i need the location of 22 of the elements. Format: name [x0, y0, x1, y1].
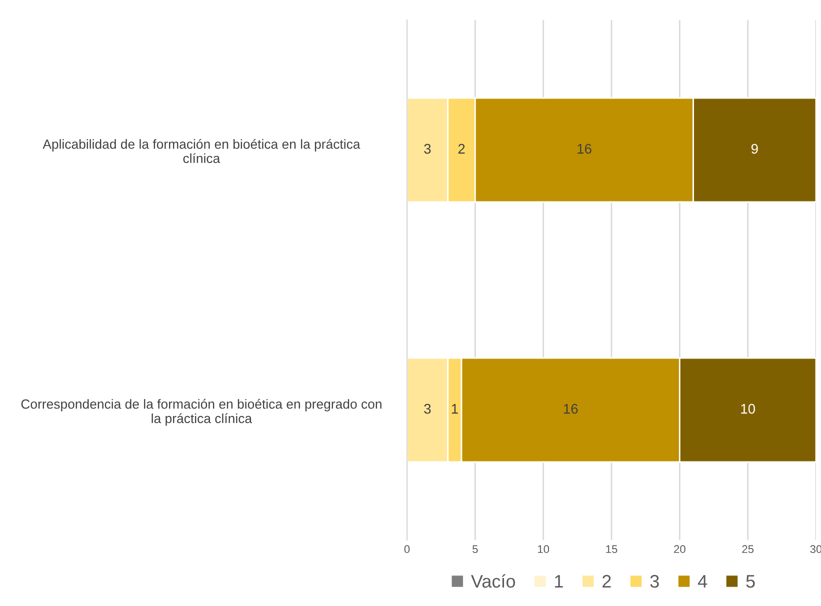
legend-label: Vacío — [471, 574, 516, 588]
legend-label: 3 — [650, 574, 659, 588]
legend-label: 1 — [555, 575, 563, 588]
y-tick-label: Correspondencia de la formación en bioética en pregrado con la práctica clínica — [21, 398, 382, 426]
x-tick-label: 10 — [538, 545, 550, 554]
x-tick-label: 5 — [472, 545, 478, 554]
data-label: 1 — [452, 404, 458, 414]
data-label: 10 — [741, 404, 756, 414]
y-tick-label: Aplicabilidad de la formación en bioética en la práctica clínica — [42, 138, 360, 164]
data-label: 3 — [424, 404, 431, 414]
data-label: 3 — [424, 144, 431, 154]
data-label: 9 — [751, 144, 758, 154]
legend-label: 2 — [602, 574, 611, 588]
x-tick-label: 20 — [674, 545, 686, 554]
x-tick-label: 25 — [742, 545, 754, 554]
legend-label: 5 — [746, 575, 755, 588]
data-label: 16 — [578, 144, 592, 154]
x-tick-label: 0 — [404, 545, 410, 554]
x-tick-label: 15 — [606, 545, 618, 554]
legend-label: 4 — [698, 575, 708, 588]
data-label: 16 — [564, 404, 578, 414]
data-label: 2 — [458, 144, 465, 154]
